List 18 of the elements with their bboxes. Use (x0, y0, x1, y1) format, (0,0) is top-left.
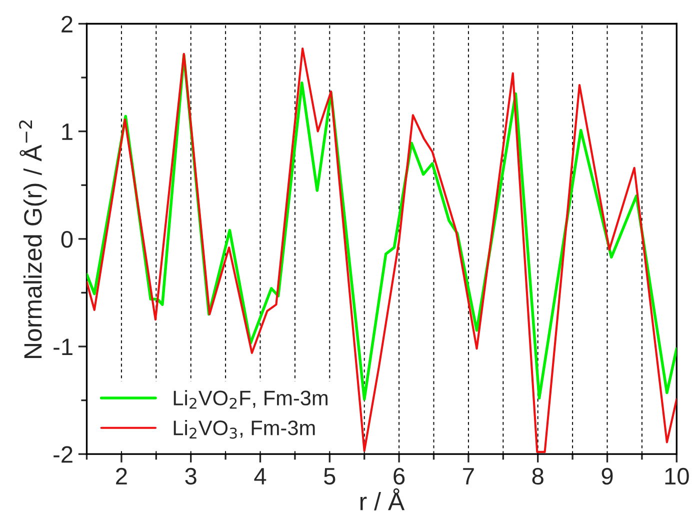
x-tick-label: 4 (254, 468, 266, 484)
y-tick-label: -2 (54, 446, 72, 463)
x-axis-title: r / Å (360, 488, 405, 510)
x-tick-label: 9 (602, 468, 613, 485)
y-tick-label: 0 (61, 230, 73, 248)
legend-label: Li$_{2}$VO$_{3}$, Fm-3m (174, 420, 315, 439)
x-tick-label: 2 (116, 468, 127, 484)
y-tick-label: 1 (62, 124, 72, 140)
x-tick-label: 8 (532, 468, 544, 485)
y-tick-label: -1 (54, 338, 72, 356)
y-tick-label: 2 (62, 16, 72, 32)
legend-label: Li$_{2}$VO$_{2}$F, Fm-3m (174, 390, 328, 409)
x-tick-label: 7 (463, 468, 474, 484)
x-tick-label: 10 (665, 468, 689, 485)
y-axis-title: Normalized G(r) / Å$^{−2}$ (19, 120, 47, 358)
x-tick-label: 5 (324, 468, 336, 485)
x-tick-label: 6 (394, 468, 405, 485)
x-tick-label: 3 (185, 468, 196, 485)
